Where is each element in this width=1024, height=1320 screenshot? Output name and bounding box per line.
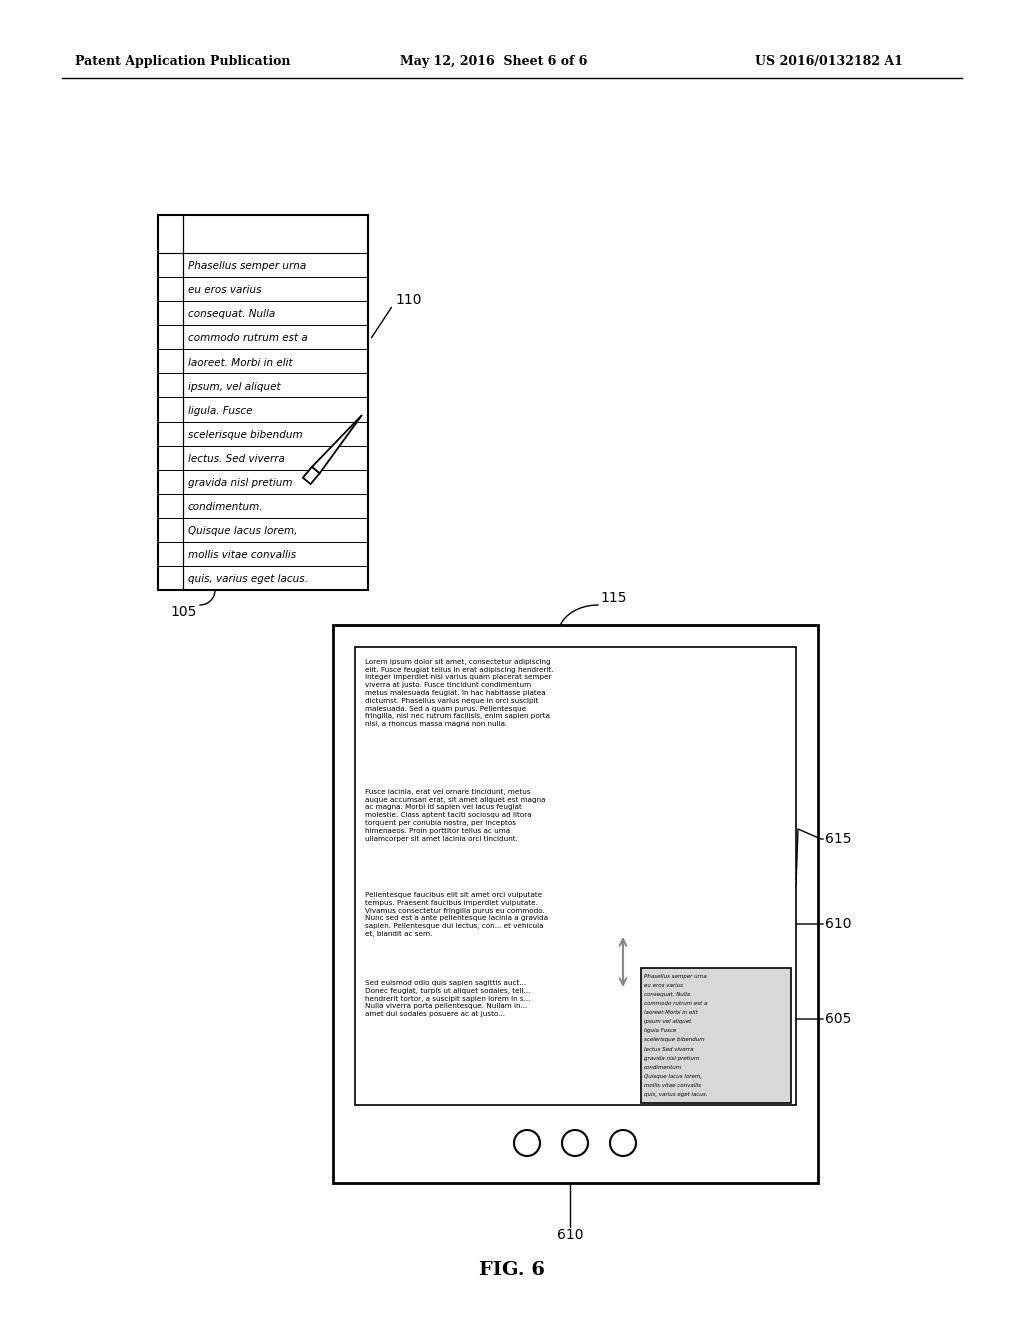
Text: lectus Sed viverra: lectus Sed viverra (644, 1047, 693, 1052)
Text: 115: 115 (600, 591, 627, 605)
Text: 615: 615 (825, 832, 852, 846)
Text: eu eros varius: eu eros varius (188, 285, 261, 296)
Text: FIG. 6: FIG. 6 (479, 1261, 545, 1279)
Bar (158, 215, 368, 590)
Text: Patent Application Publication: Patent Application Publication (75, 55, 291, 69)
Text: quis, varius eget lacus.: quis, varius eget lacus. (188, 574, 308, 585)
Text: 610: 610 (557, 1228, 584, 1242)
Text: ligula. Fusce: ligula. Fusce (188, 405, 253, 416)
Text: 605: 605 (825, 1012, 851, 1026)
Text: Sed euismod odio quis sapien sagittis auct...
Donec feugiat, turpis ut aliquet s: Sed euismod odio quis sapien sagittis au… (365, 979, 530, 1016)
Text: mollis vitae convallis: mollis vitae convallis (644, 1082, 701, 1088)
Text: 610: 610 (825, 917, 852, 931)
Text: mollis vitae convallis: mollis vitae convallis (188, 550, 296, 560)
Text: Phasellus semper urna: Phasellus semper urna (644, 974, 707, 979)
Text: ligula Fusce: ligula Fusce (644, 1028, 676, 1034)
Text: gravida nisl pretium: gravida nisl pretium (644, 1056, 699, 1061)
Text: condimentum: condimentum (644, 1065, 682, 1069)
Text: Quisque lacus lorem,: Quisque lacus lorem, (644, 1073, 702, 1078)
Bar (355, 647, 796, 1105)
Text: ipsum vel aliquet: ipsum vel aliquet (644, 1019, 691, 1024)
Text: laoreet. Morbi in elit: laoreet. Morbi in elit (188, 358, 293, 367)
Bar (641, 968, 791, 1104)
Polygon shape (312, 414, 362, 474)
Text: lectus. Sed viverra: lectus. Sed viverra (188, 454, 285, 463)
Text: Lorem ipsum dolor sit amet, consectetur adipiscing
elit. Fusce feugiat tellus in: Lorem ipsum dolor sit amet, consectetur … (365, 659, 554, 727)
Text: May 12, 2016  Sheet 6 of 6: May 12, 2016 Sheet 6 of 6 (400, 55, 588, 69)
Text: commodo rutrum est a: commodo rutrum est a (188, 334, 308, 343)
Text: Fusce lacinia, erat vel ornare tincidunt, metus
auque accumsan erat, sit amet al: Fusce lacinia, erat vel ornare tincidunt… (365, 789, 546, 842)
Bar (333, 624, 818, 1183)
Text: scelerisque bibendum: scelerisque bibendum (644, 1038, 705, 1043)
Polygon shape (303, 467, 319, 484)
Text: quis, varius eget lacus.: quis, varius eget lacus. (644, 1092, 708, 1097)
Text: commodo rutrum est a: commodo rutrum est a (644, 1001, 708, 1006)
Text: 110: 110 (395, 293, 422, 308)
Text: condimentum.: condimentum. (188, 502, 263, 512)
Text: gravida nisl pretium: gravida nisl pretium (188, 478, 293, 488)
Text: Phasellus semper urna: Phasellus semper urna (188, 261, 306, 271)
Text: US 2016/0132182 A1: US 2016/0132182 A1 (755, 55, 903, 69)
Text: consequat. Nulla: consequat. Nulla (644, 993, 690, 997)
Text: ipsum, vel aliquet: ipsum, vel aliquet (188, 381, 281, 392)
Text: Quisque lacus lorem,: Quisque lacus lorem, (188, 527, 297, 536)
Text: Pellentesque faucibus elit sit amet orci vulputate
tempus. Praesent faucibus imp: Pellentesque faucibus elit sit amet orci… (365, 892, 548, 937)
Text: laoreet Morbi in elit: laoreet Morbi in elit (644, 1010, 697, 1015)
Text: eu eros varius: eu eros varius (644, 983, 683, 989)
Text: consequat. Nulla: consequat. Nulla (188, 309, 275, 319)
Text: scelerisque bibendum: scelerisque bibendum (188, 430, 303, 440)
Text: 105: 105 (170, 605, 197, 619)
